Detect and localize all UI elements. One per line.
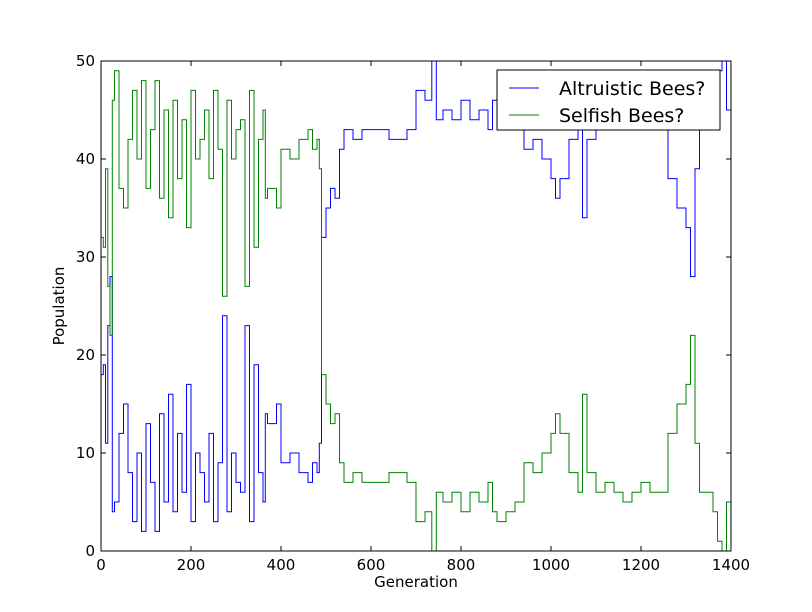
x-tick-label: 200 <box>177 556 206 574</box>
x-tick-label: 1000 <box>532 556 570 574</box>
plot-frame <box>100 60 732 552</box>
y-axis-label: Population <box>50 267 68 346</box>
x-tick-label: 1400 <box>712 556 750 574</box>
legend-box <box>496 69 721 131</box>
x-tick-label: 400 <box>267 556 296 574</box>
axis-ticks: 0 200 400 600 800 1000 1200 1400 0 10 20 30 40 50 <box>76 52 750 574</box>
y-tick-label: 10 <box>76 444 95 462</box>
y-tick-label: 40 <box>76 150 95 168</box>
y-tick-label: 50 <box>76 52 95 70</box>
legend-label-selfish: Selfish Bees? <box>559 105 684 127</box>
y-tick-label: 30 <box>76 248 95 266</box>
legend-label-altruistic: Altruistic Bees? <box>559 78 705 100</box>
x-tick-label: 800 <box>447 556 476 574</box>
series-line-selfish <box>101 70 732 552</box>
x-tick-label: 600 <box>357 556 386 574</box>
x-tick-label: 1200 <box>622 556 660 574</box>
legend: Altruistic Bees? Selfish Bees? <box>496 69 721 131</box>
x-axis-label: Generation <box>374 573 458 591</box>
y-tick-label: 0 <box>85 542 95 560</box>
x-tick-label: 0 <box>96 556 106 574</box>
y-tick-label: 20 <box>76 346 95 364</box>
